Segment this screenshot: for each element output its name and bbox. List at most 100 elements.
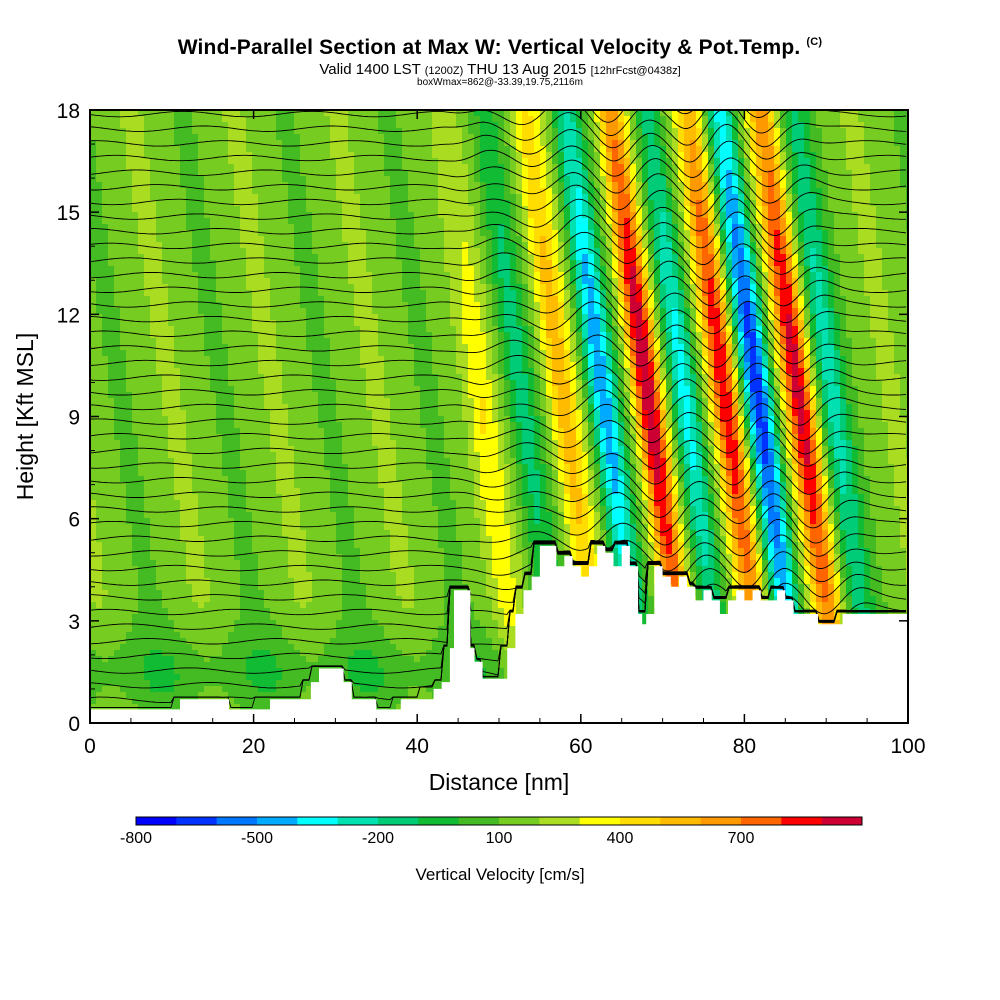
field-cell [114, 578, 121, 585]
field-cell [96, 602, 103, 609]
field-cell [270, 326, 277, 333]
field-cell [126, 272, 133, 279]
field-cell [300, 542, 307, 549]
field-cell [300, 152, 307, 159]
field-cell [102, 266, 109, 273]
field-cell [312, 488, 319, 495]
field-cell [96, 290, 103, 297]
field-cell [252, 572, 259, 579]
field-cell [210, 602, 217, 609]
field-cell [276, 230, 283, 237]
field-cell [366, 680, 373, 687]
field-cell [342, 248, 349, 255]
field-cell [270, 188, 277, 195]
field-cell [180, 608, 187, 615]
field-cell [96, 164, 103, 171]
field-cell [276, 452, 283, 459]
field-cell [138, 602, 145, 609]
field-cell [138, 530, 145, 537]
field-cell [336, 560, 343, 567]
field-cell [372, 362, 379, 369]
field-cell [102, 584, 109, 591]
field-cell [282, 350, 289, 357]
field-cell [348, 170, 355, 177]
field-cell [336, 176, 343, 183]
field-cell [120, 206, 127, 213]
field-cell [102, 614, 109, 621]
field-cell [120, 488, 127, 495]
field-cell [162, 122, 169, 129]
field-cell [102, 560, 109, 567]
field-cell [222, 440, 229, 447]
field-cell [228, 158, 235, 165]
field-cell [240, 134, 247, 141]
field-cell [282, 428, 289, 435]
field-cell [240, 686, 247, 693]
field-cell [324, 422, 331, 429]
field-cell [90, 380, 97, 387]
field-cell [120, 674, 127, 681]
field-cell [312, 602, 319, 609]
field-cell [360, 596, 367, 603]
field-cell [252, 464, 259, 471]
field-cell [246, 476, 253, 483]
field-cell [108, 698, 115, 705]
field-cell [360, 122, 367, 129]
field-cell [366, 596, 373, 603]
field-cell [318, 416, 325, 423]
field-cell [360, 332, 367, 339]
field-cell [90, 584, 97, 591]
field-cell [306, 290, 313, 297]
field-cell [168, 620, 175, 627]
field-cell [144, 554, 151, 561]
field-cell [330, 632, 337, 639]
field-cell [132, 500, 139, 507]
field-cell [270, 200, 277, 207]
field-cell [198, 218, 205, 225]
field-cell [336, 236, 343, 243]
field-cell [348, 662, 355, 669]
field-cell [204, 260, 211, 267]
field-cell [192, 590, 199, 597]
field-cell [90, 128, 97, 135]
field-cell [258, 446, 265, 453]
field-cell [102, 590, 109, 597]
field-cell [198, 476, 205, 483]
field-cell [162, 344, 169, 351]
field-cell [222, 146, 229, 153]
field-cell [270, 152, 277, 159]
field-cell [246, 194, 253, 201]
field-cell [366, 248, 373, 255]
field-cell [312, 254, 319, 261]
field-cell [276, 146, 283, 153]
field-cell [264, 332, 271, 339]
field-cell [360, 662, 367, 669]
field-cell [288, 428, 295, 435]
field-cell [114, 674, 121, 681]
field-cell [324, 644, 331, 651]
field-cell [258, 254, 265, 261]
field-cell [216, 116, 223, 123]
field-cell [216, 458, 223, 465]
field-cell [282, 530, 289, 537]
field-cell [270, 140, 277, 147]
field-cell [294, 332, 301, 339]
field-cell [282, 680, 289, 687]
field-cell [252, 350, 259, 357]
field-cell [282, 410, 289, 417]
field-cell [144, 434, 151, 441]
field-cell [126, 692, 133, 699]
field-cell [210, 452, 217, 459]
field-cell [330, 446, 337, 453]
field-cell [108, 620, 115, 627]
field-cell [234, 128, 241, 135]
field-cell [372, 284, 379, 291]
field-cell [228, 200, 235, 207]
field-cell [240, 182, 247, 189]
field-cell [342, 380, 349, 387]
field-cell [174, 644, 181, 651]
field-cell [360, 470, 367, 477]
field-cell [204, 224, 211, 231]
field-cell [240, 698, 247, 705]
field-cell [210, 608, 217, 615]
